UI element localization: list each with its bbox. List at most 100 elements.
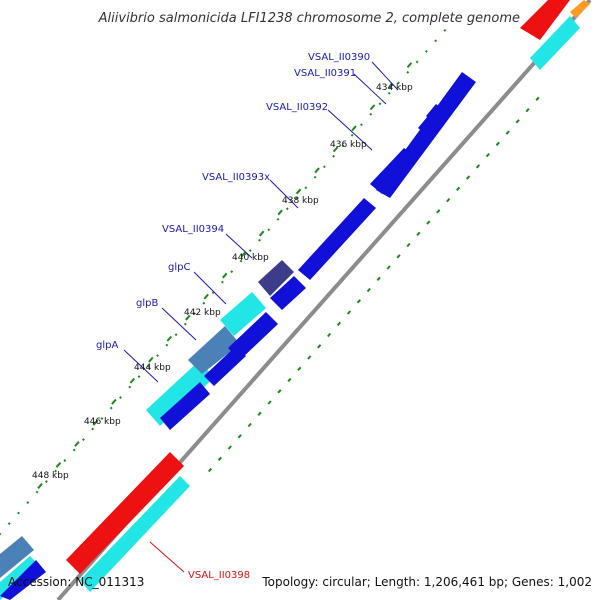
- gc-dot: [426, 220, 431, 225]
- tick-label-444: 444 kbp: [134, 363, 171, 373]
- tick-marks: [37, 62, 413, 489]
- gc-dot: [295, 196, 298, 200]
- gc-dot: [72, 448, 76, 452]
- gc-dot: [495, 141, 500, 146]
- gc-dot: [193, 312, 197, 316]
- gc-dot: [7, 522, 11, 525]
- tick-mark: [74, 441, 80, 447]
- cds-VSAL_II0391b[interactable]: [426, 104, 446, 124]
- forward-cds-track: [0, 72, 476, 600]
- gc-dot: [376, 276, 381, 281]
- gc-dot: [221, 280, 224, 284]
- gene-label-VSAL_II0392[interactable]: VSAL_II0392: [266, 102, 328, 113]
- gc-dot: [304, 186, 308, 190]
- leader-lines: [123, 61, 399, 573]
- gc-dot: [416, 231, 421, 236]
- gc-dot: [443, 28, 447, 32]
- cds-bottom-left[interactable]: [0, 560, 46, 600]
- gc-dot: [183, 322, 187, 326]
- tick-mark: [166, 335, 173, 342]
- gc-dot: [406, 242, 411, 248]
- tick-mark: [406, 62, 413, 69]
- gene-label-VSAL_II0391[interactable]: VSAL_II0391: [294, 68, 356, 79]
- gene-label-VSAL_II0394[interactable]: VSAL_II0394: [162, 224, 224, 235]
- tick-mark: [92, 419, 99, 426]
- gc-dot: [322, 165, 326, 169]
- cyan-block-glpB[interactable]: [220, 292, 266, 336]
- gc-dot: [317, 344, 322, 349]
- gene-label-glpC[interactable]: glpC: [168, 262, 190, 273]
- gene-label-glpB[interactable]: glpB: [136, 298, 158, 309]
- gc-dot: [406, 70, 410, 74]
- gc-dot: [227, 445, 232, 450]
- gene-label-glpA[interactable]: glpA: [96, 340, 118, 351]
- gc-dot: [369, 112, 373, 116]
- cds-VSAL_II0392[interactable]: [370, 148, 416, 194]
- gc-dot: [424, 49, 428, 53]
- gc-dot: [277, 389, 282, 394]
- tick-mark: [185, 314, 191, 321]
- gc-dot: [341, 144, 345, 148]
- gc-dot: [82, 438, 85, 441]
- gc-dot: [174, 333, 178, 337]
- gc-dot: [366, 287, 371, 293]
- tick-label-436: 436 kbp: [330, 140, 367, 150]
- gc-dot: [267, 400, 272, 405]
- cds-glpC[interactable]: [270, 276, 306, 310]
- gc-dot: [415, 60, 419, 64]
- tick-mark: [148, 356, 154, 363]
- gc-dot: [165, 343, 169, 347]
- tick-mark: [203, 293, 209, 300]
- tick-label-448: 448 kbp: [32, 471, 69, 481]
- cyan-block-top[interactable]: [530, 16, 580, 70]
- gene-label-VSAL_II0398[interactable]: VSAL_II0398: [188, 570, 250, 581]
- gc-dot: [257, 411, 262, 416]
- cyan-block-glpA[interactable]: [146, 360, 214, 426]
- tick-mark: [111, 398, 117, 405]
- gc-dot: [54, 469, 58, 473]
- gc-dot: [207, 467, 213, 473]
- tick-mark: [277, 209, 283, 216]
- cyan-block-VSAL_II0398[interactable]: [80, 476, 190, 592]
- tick-mark: [222, 272, 228, 279]
- cyan-block-left[interactable]: [0, 536, 34, 578]
- steelblue-block-glpA[interactable]: [188, 326, 240, 374]
- outer-dotted-ring: [207, 96, 540, 473]
- gc-dot: [396, 254, 401, 259]
- gc-dot: [35, 490, 39, 494]
- cds-VSAL_II0394[interactable]: [258, 260, 294, 296]
- gc-dot: [297, 366, 302, 371]
- tick-label-446: 446 kbp: [84, 417, 121, 427]
- gc-dot: [276, 217, 280, 221]
- gc-dot: [397, 81, 400, 85]
- gc-dot: [91, 427, 95, 431]
- gene-VSAL_II0398[interactable]: [66, 452, 184, 574]
- gene-label-VSAL_II0393x[interactable]: VSAL_II0393x: [202, 172, 270, 183]
- cds-glpB[interactable]: [228, 312, 278, 360]
- gc-dot: [26, 501, 30, 504]
- cds-glpA-b[interactable]: [160, 382, 210, 430]
- gene-red-top[interactable]: [520, 0, 570, 40]
- gc-dot: [465, 175, 471, 180]
- gc-dot: [515, 119, 520, 124]
- tick-mark: [388, 83, 394, 90]
- gc-dot: [230, 270, 234, 274]
- gene-orange-top[interactable]: [570, 0, 590, 18]
- tick-mark: [369, 104, 376, 111]
- gc-dot: [378, 102, 382, 106]
- gc-dot: [313, 175, 317, 179]
- tick-label-442: 442 kbp: [184, 308, 221, 318]
- gc-dot: [267, 228, 271, 232]
- cds-glpA[interactable]: [204, 346, 246, 386]
- gc-dot: [287, 377, 292, 383]
- gc-dot: [100, 417, 104, 420]
- gc-dot: [505, 130, 510, 135]
- gene-label-VSAL_II0390[interactable]: VSAL_II0390: [308, 52, 370, 63]
- gc-dot: [44, 480, 48, 483]
- gc-dot: [217, 456, 222, 461]
- gc-dot: [307, 355, 312, 360]
- gc-dot: [63, 459, 67, 462]
- gc-dot: [0, 532, 2, 536]
- cds-VSAL_II0393x[interactable]: [298, 198, 376, 280]
- tick-mark: [295, 188, 302, 195]
